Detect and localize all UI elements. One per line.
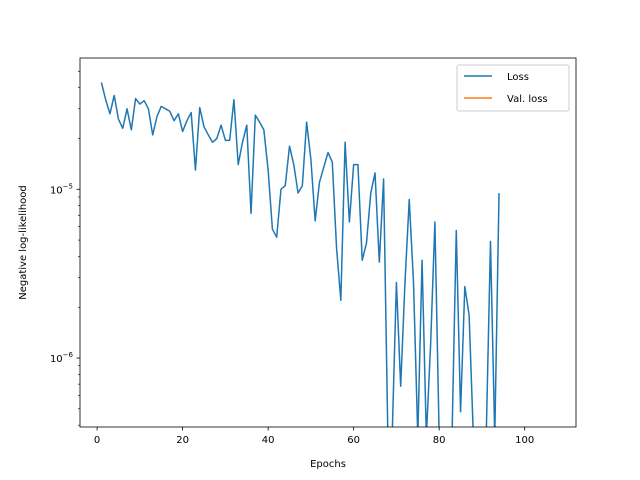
x-tick-label: 0 [94, 435, 100, 446]
series-line-loss [417, 259, 427, 427]
x-tick-label: 20 [176, 435, 189, 446]
series-line-loss [426, 221, 440, 427]
x-axis-label: Epochs [310, 459, 346, 470]
series-layer [100, 82, 500, 427]
legend: Loss Val. loss [456, 64, 570, 112]
series-line-loss [100, 82, 389, 427]
y-tick-label: 10−6 [50, 351, 74, 365]
x-tick-label: 100 [515, 435, 534, 446]
axes-layer: 0 20 40 60 80 100 10−6 10−5 [50, 71, 534, 446]
x-tick-label: 40 [262, 435, 275, 446]
y-axis-label: Negative log-likelihood [18, 185, 29, 300]
x-tick-label: 80 [433, 435, 446, 446]
x-tick-label: 60 [347, 435, 360, 446]
legend-val-loss-label: Val. loss [507, 94, 548, 105]
y-tick-label: 10−5 [50, 182, 73, 196]
plot-frame [79, 57, 577, 428]
series-line-loss [391, 198, 419, 427]
series-line-loss [494, 193, 500, 427]
legend-loss-label: Loss [507, 72, 529, 83]
plot-area [80, 58, 576, 427]
series-line-loss [485, 240, 496, 427]
series-line-loss [451, 229, 474, 427]
